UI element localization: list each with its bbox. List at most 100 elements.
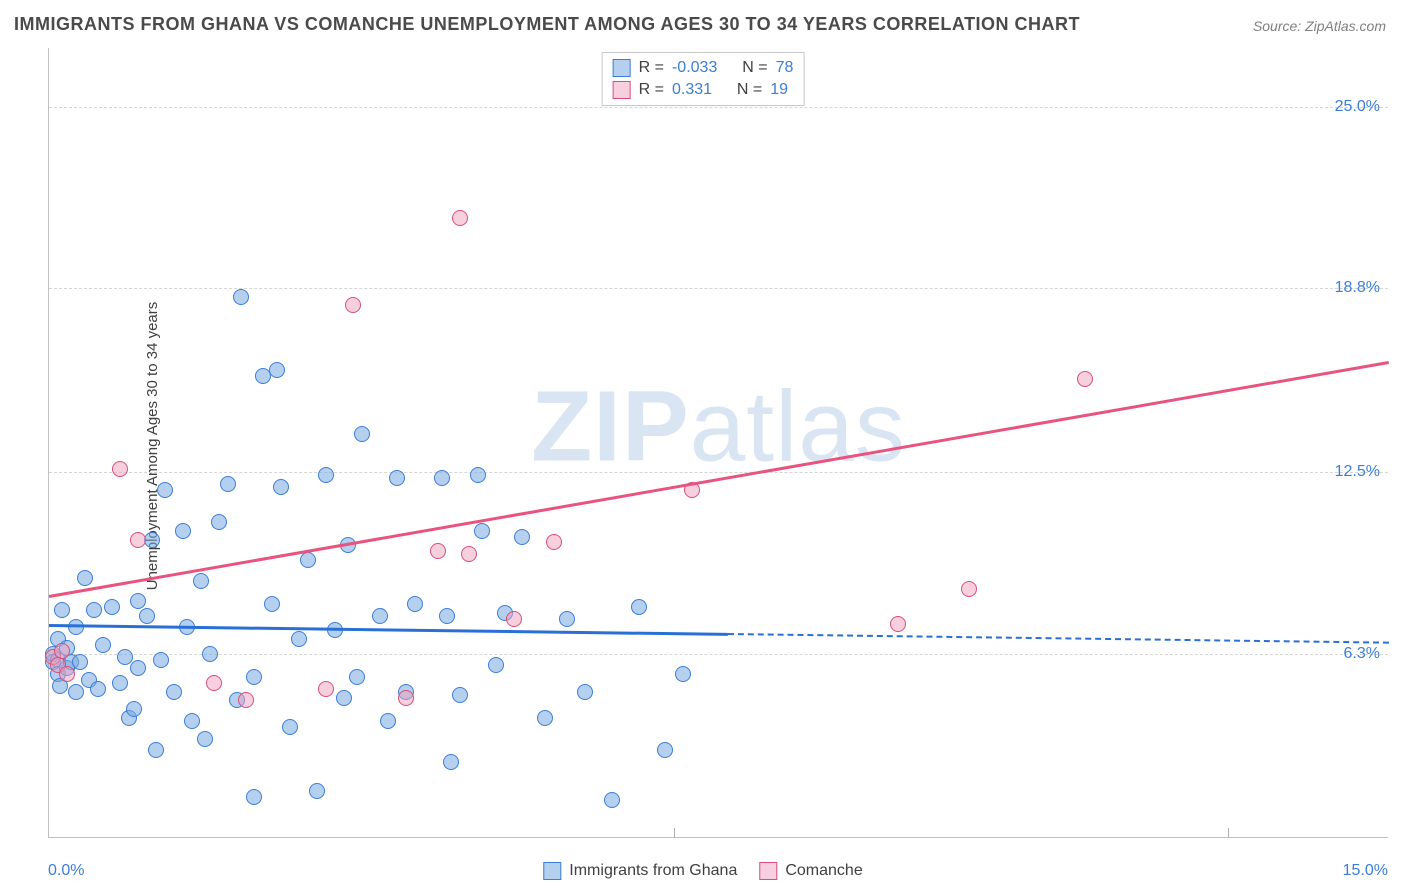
gridline xyxy=(49,654,1388,655)
data-point-comanche xyxy=(961,581,977,597)
gridline xyxy=(49,107,1388,108)
data-point-comanche xyxy=(890,616,906,632)
gridline xyxy=(49,472,1388,473)
data-point-ghana xyxy=(443,754,459,770)
data-point-ghana xyxy=(300,552,316,568)
data-point-comanche xyxy=(345,297,361,313)
data-point-ghana xyxy=(130,593,146,609)
legend-label-comanche: Comanche xyxy=(785,862,862,880)
data-point-ghana xyxy=(470,467,486,483)
source-attribution: Source: ZipAtlas.com xyxy=(1253,18,1386,34)
data-point-ghana xyxy=(112,675,128,691)
data-point-ghana xyxy=(675,666,691,682)
data-point-ghana xyxy=(389,470,405,486)
x-axis-tick-max: 15.0% xyxy=(1343,862,1388,880)
legend-swatch-blue xyxy=(613,59,631,77)
legend-series: Immigrants from Ghana Comanche xyxy=(543,862,862,880)
data-point-ghana xyxy=(233,289,249,305)
legend-swatch-pink xyxy=(759,862,777,880)
data-point-ghana xyxy=(139,608,155,624)
x-axis-tick-min: 0.0% xyxy=(48,862,84,880)
data-point-ghana xyxy=(349,669,365,685)
data-point-comanche xyxy=(506,611,522,627)
trendline-comanche xyxy=(49,361,1390,598)
data-point-comanche xyxy=(206,675,222,691)
data-point-comanche xyxy=(452,210,468,226)
legend-swatch-blue xyxy=(543,862,561,880)
gridline xyxy=(49,288,1388,289)
data-point-ghana xyxy=(246,789,262,805)
data-point-comanche xyxy=(59,666,75,682)
data-point-ghana xyxy=(68,684,84,700)
legend-r-value-ghana: -0.033 xyxy=(672,57,717,79)
data-point-comanche xyxy=(318,681,334,697)
data-point-ghana xyxy=(282,719,298,735)
data-point-comanche xyxy=(398,690,414,706)
legend-swatch-pink xyxy=(613,81,631,99)
data-point-ghana xyxy=(117,649,133,665)
data-point-ghana xyxy=(126,701,142,717)
data-point-ghana xyxy=(372,608,388,624)
data-point-ghana xyxy=(153,652,169,668)
watermark: ZIPatlas xyxy=(531,369,906,484)
source-prefix: Source: xyxy=(1253,18,1305,34)
data-point-ghana xyxy=(291,631,307,647)
legend-correlation-row-comanche: R =0.331 N =19 xyxy=(613,79,794,101)
trendline-ghana-solid xyxy=(49,624,728,636)
data-point-ghana xyxy=(657,742,673,758)
data-point-ghana xyxy=(197,731,213,747)
data-point-comanche xyxy=(430,543,446,559)
legend-label-ghana: Immigrants from Ghana xyxy=(569,862,737,880)
data-point-ghana xyxy=(264,596,280,612)
data-point-ghana xyxy=(184,713,200,729)
y-axis-tick: 12.5% xyxy=(1335,463,1380,481)
data-point-comanche xyxy=(238,692,254,708)
data-point-comanche xyxy=(546,534,562,550)
y-axis-tick: 25.0% xyxy=(1335,98,1380,116)
data-point-comanche xyxy=(1077,371,1093,387)
x-axis-tick-mark xyxy=(674,828,675,838)
data-point-ghana xyxy=(72,654,88,670)
data-point-ghana xyxy=(537,710,553,726)
data-point-ghana xyxy=(77,570,93,586)
data-point-ghana xyxy=(246,669,262,685)
scatter-plot-area: ZIPatlas 6.3%12.5%18.8%25.0% xyxy=(48,48,1388,838)
legend-r-label: R = xyxy=(639,57,664,79)
legend-correlation-row-ghana: R =-0.033 N =78 xyxy=(613,57,794,79)
source-link[interactable]: ZipAtlas.com xyxy=(1305,18,1386,34)
legend-r-label: R = xyxy=(639,79,664,101)
data-point-ghana xyxy=(380,713,396,729)
x-axis-tick-mark xyxy=(1228,828,1229,838)
trendline-ghana-dashed xyxy=(728,633,1389,644)
data-point-ghana xyxy=(166,684,182,700)
data-point-ghana xyxy=(90,681,106,697)
data-point-ghana xyxy=(452,687,468,703)
watermark-bold: ZIP xyxy=(531,370,690,482)
data-point-ghana xyxy=(269,362,285,378)
legend-n-value-ghana: 78 xyxy=(776,57,794,79)
data-point-ghana xyxy=(309,783,325,799)
data-point-ghana xyxy=(604,792,620,808)
data-point-ghana xyxy=(577,684,593,700)
legend-correlation: R = -0.033 N = 78R =0.331 N =19 xyxy=(602,52,805,106)
data-point-ghana xyxy=(318,467,334,483)
data-point-comanche xyxy=(112,461,128,477)
data-point-comanche xyxy=(130,532,146,548)
data-point-ghana xyxy=(407,596,423,612)
data-point-ghana xyxy=(86,602,102,618)
data-point-ghana xyxy=(434,470,450,486)
data-point-ghana xyxy=(273,479,289,495)
data-point-ghana xyxy=(104,599,120,615)
data-point-ghana xyxy=(439,608,455,624)
data-point-ghana xyxy=(631,599,647,615)
legend-n-label: N = xyxy=(737,79,762,101)
data-point-ghana xyxy=(354,426,370,442)
legend-item-ghana: Immigrants from Ghana xyxy=(543,862,737,880)
data-point-comanche xyxy=(54,643,70,659)
data-point-comanche xyxy=(461,546,477,562)
data-point-ghana xyxy=(514,529,530,545)
data-point-ghana xyxy=(157,482,173,498)
data-point-ghana xyxy=(559,611,575,627)
data-point-ghana xyxy=(54,602,70,618)
data-point-ghana xyxy=(202,646,218,662)
